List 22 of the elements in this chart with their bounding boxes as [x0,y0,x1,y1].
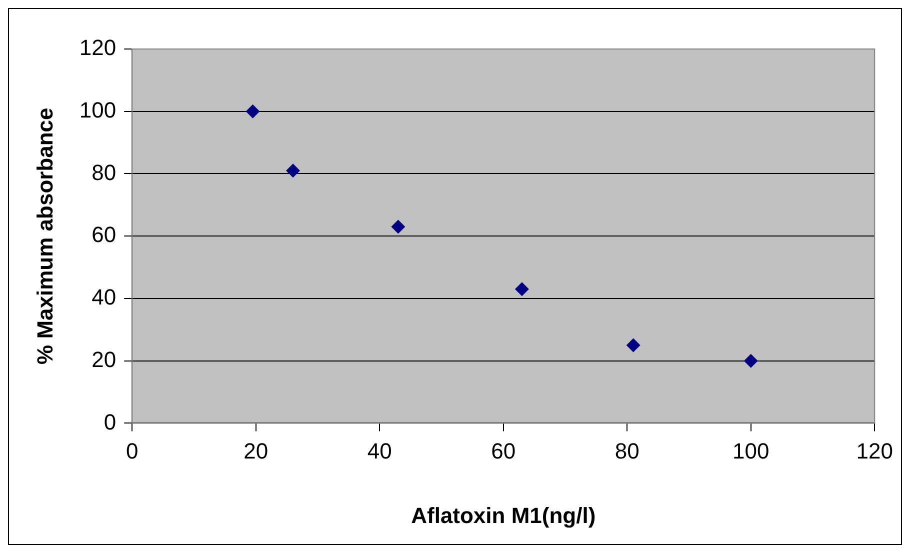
point [286,164,300,178]
x-tick-label: 60 [491,438,516,464]
point [744,354,758,368]
x-tick-label: 120 [856,438,894,464]
x-tick-label: 100 [732,438,770,464]
y-tick-label: 40 [92,284,116,310]
point [514,282,529,296]
x-tick-label: 40 [367,438,392,464]
y-axis-title: % Maximum absorbance [32,108,58,364]
x-tick-label: 0 [126,438,138,464]
y-tick-label: 0 [104,409,116,434]
point [626,338,640,352]
y-tick-label: 100 [79,97,116,122]
y-tick-label: 60 [92,222,116,248]
point [391,220,406,234]
y-tick-label: 120 [79,35,116,60]
point [246,104,260,118]
x-tick-label: 80 [614,438,640,464]
x-axis-title: Aflatoxin M1(ng/l) [411,502,596,528]
y-tick-label: 20 [92,346,116,372]
y-tick-label: 80 [92,160,116,185]
x-tick-label: 20 [244,438,268,464]
